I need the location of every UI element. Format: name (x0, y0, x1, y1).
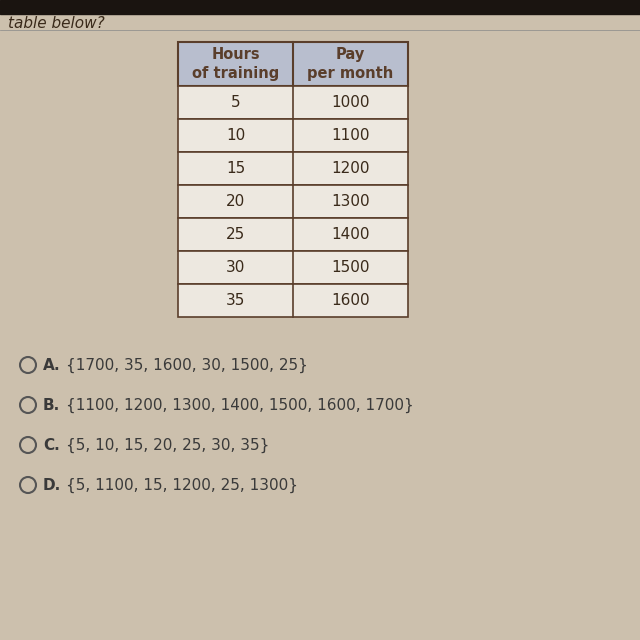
Text: 15: 15 (226, 161, 245, 176)
Text: B.: B. (43, 397, 60, 413)
Text: 35: 35 (226, 293, 245, 308)
Text: {5, 10, 15, 20, 25, 30, 35}: {5, 10, 15, 20, 25, 30, 35} (66, 437, 269, 452)
Text: 1200: 1200 (332, 161, 370, 176)
Text: 20: 20 (226, 194, 245, 209)
Text: 1000: 1000 (332, 95, 370, 110)
Text: 1600: 1600 (331, 293, 370, 308)
Bar (178, 251, 408, 284)
Bar (178, 42, 408, 86)
Bar (178, 218, 408, 251)
Bar (178, 119, 408, 152)
Text: {1100, 1200, 1300, 1400, 1500, 1600, 1700}: {1100, 1200, 1300, 1400, 1500, 1600, 170… (66, 397, 413, 413)
Text: 1300: 1300 (331, 194, 370, 209)
Text: 1100: 1100 (332, 128, 370, 143)
Text: 5: 5 (230, 95, 240, 110)
Text: 1500: 1500 (332, 260, 370, 275)
Text: Pay
per month: Pay per month (307, 47, 394, 81)
Bar (178, 284, 408, 317)
Text: table below?: table below? (8, 15, 105, 31)
Text: A.: A. (43, 358, 61, 372)
Text: 30: 30 (226, 260, 245, 275)
Text: {1700, 35, 1600, 30, 1500, 25}: {1700, 35, 1600, 30, 1500, 25} (66, 357, 308, 372)
Text: D.: D. (43, 477, 61, 493)
Bar (0, 0, 640, 14)
Bar (178, 86, 408, 119)
Text: C.: C. (43, 438, 60, 452)
Bar (178, 185, 408, 218)
Text: 25: 25 (226, 227, 245, 242)
Bar (178, 152, 408, 185)
Text: {5, 1100, 15, 1200, 25, 1300}: {5, 1100, 15, 1200, 25, 1300} (66, 477, 298, 493)
Text: 1400: 1400 (332, 227, 370, 242)
Text: 10: 10 (226, 128, 245, 143)
Text: Hours
of training: Hours of training (192, 47, 279, 81)
